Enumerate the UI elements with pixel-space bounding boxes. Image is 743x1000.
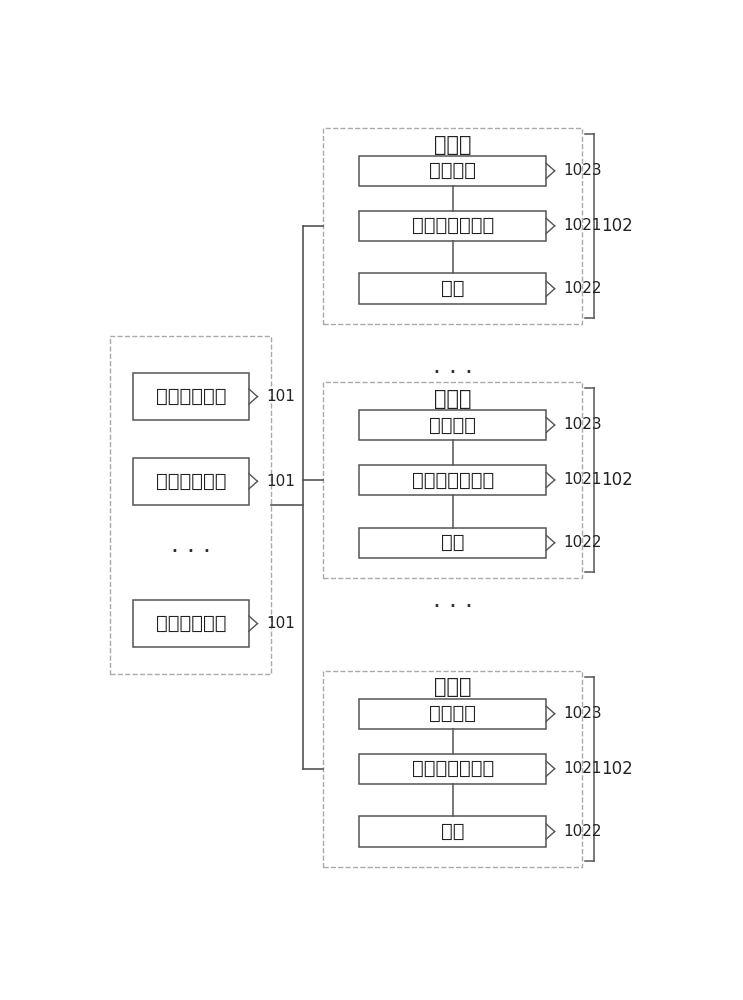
Text: 存储单元: 存储单元 [429, 161, 476, 180]
Bar [360, 528, 546, 558]
Text: · · ·: · · · [432, 595, 473, 619]
Bar [360, 465, 546, 495]
Bar [360, 754, 546, 784]
Bar [360, 211, 546, 241]
Bar [360, 156, 546, 186]
Text: 风扇: 风扇 [441, 279, 464, 298]
Bar [323, 671, 583, 867]
Text: 102: 102 [601, 471, 633, 489]
Text: 服务器: 服务器 [434, 389, 472, 409]
Text: · · ·: · · · [171, 540, 211, 564]
Text: 风扇: 风扇 [441, 533, 464, 552]
Bar [133, 373, 249, 420]
Bar [360, 273, 546, 304]
Text: 101: 101 [266, 389, 295, 404]
Text: 1022: 1022 [563, 535, 602, 550]
Text: 红外传感设备: 红外传感设备 [155, 387, 226, 406]
Text: 服务器: 服务器 [434, 135, 472, 155]
Text: 风扇: 风扇 [441, 822, 464, 841]
Text: 存储单元: 存储单元 [429, 415, 476, 434]
Text: 基板管理控制器: 基板管理控制器 [412, 470, 494, 489]
Text: 1021: 1021 [563, 761, 602, 776]
Bar [323, 382, 583, 578]
Text: 基板管理控制器: 基板管理控制器 [412, 759, 494, 778]
Text: 1022: 1022 [563, 824, 602, 839]
Text: 1023: 1023 [563, 417, 602, 432]
Text: 102: 102 [601, 217, 633, 235]
Text: 1023: 1023 [563, 163, 602, 178]
Text: 1021: 1021 [563, 472, 602, 487]
Text: 红外传感设备: 红外传感设备 [155, 472, 226, 491]
Text: 基板管理控制器: 基板管理控制器 [412, 216, 494, 235]
Bar [360, 699, 546, 729]
Text: 存储单元: 存储单元 [429, 704, 476, 723]
Text: 1021: 1021 [563, 218, 602, 233]
Text: 1022: 1022 [563, 281, 602, 296]
Text: 红外传感设备: 红外传感设备 [155, 614, 226, 633]
Text: 101: 101 [266, 616, 295, 631]
Text: 服务器: 服务器 [434, 677, 472, 697]
Text: · · ·: · · · [432, 361, 473, 385]
Bar [360, 410, 546, 440]
Text: 102: 102 [601, 760, 633, 778]
Bar [133, 458, 249, 505]
Text: 101: 101 [266, 474, 295, 489]
Bar [110, 336, 271, 674]
Bar [360, 816, 546, 847]
Text: 1023: 1023 [563, 706, 602, 721]
Bar [133, 600, 249, 647]
Bar [323, 128, 583, 324]
